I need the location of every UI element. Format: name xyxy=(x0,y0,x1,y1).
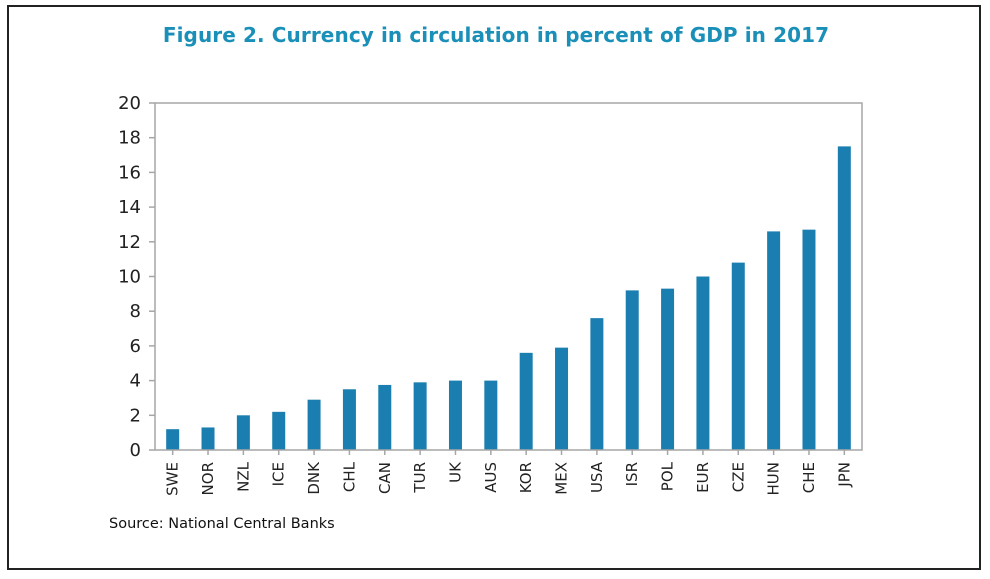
bar-cze xyxy=(731,262,745,450)
y-tick-label: 14 xyxy=(118,197,141,218)
y-tick-label: 10 xyxy=(118,267,141,288)
bar-nzl xyxy=(236,415,250,450)
chart-source: Source: National Central Banks xyxy=(109,516,335,532)
bar-uk xyxy=(448,380,462,450)
x-tick-label: CZE xyxy=(729,462,747,492)
x-tick-label: CHL xyxy=(340,461,358,492)
bar-swe xyxy=(166,429,180,450)
bar-aus xyxy=(484,380,498,450)
bar-che xyxy=(802,229,816,450)
x-tick-label: CHE xyxy=(800,462,818,493)
y-axis: 0 2 4 6 8 10 12 14 16 18 20 xyxy=(118,93,155,461)
bar-ice xyxy=(272,411,286,450)
y-tick-label: 8 xyxy=(130,301,141,322)
bar-isr xyxy=(625,290,639,450)
x-tick-label: USA xyxy=(588,461,606,493)
bar-chl xyxy=(342,389,356,450)
bar-can xyxy=(378,384,392,450)
x-tick-label: POL xyxy=(659,461,677,491)
x-tick-label: NZL xyxy=(234,461,252,491)
bar-usa xyxy=(590,318,604,450)
x-tick-label: UK xyxy=(446,461,464,483)
x-tick-label: JPN xyxy=(835,462,853,488)
bar-dnk xyxy=(307,399,321,450)
figure-frame: Figure 2. Currency in circulation in per… xyxy=(7,5,981,570)
y-tick-label: 0 xyxy=(130,440,141,461)
y-tick-label: 12 xyxy=(118,232,141,253)
x-tick-label: MEX xyxy=(553,462,571,495)
y-tick-label: 4 xyxy=(130,371,141,392)
bar-eur xyxy=(696,276,710,450)
x-tick-label: AUS xyxy=(482,462,500,493)
x-tick-label: ISR xyxy=(623,462,641,486)
bar-mex xyxy=(555,347,569,450)
y-tick-label: 18 xyxy=(118,128,141,149)
x-tick-label: NOR xyxy=(199,462,217,495)
plot-area-border xyxy=(154,102,863,451)
x-tick-label: ICE xyxy=(270,462,288,486)
bars xyxy=(166,146,851,450)
y-tick-label: 20 xyxy=(118,93,141,114)
x-tick-label: SWE xyxy=(164,462,182,496)
bar-kor xyxy=(519,352,533,450)
x-tick-label: CAN xyxy=(376,462,394,494)
x-tick-label: HUN xyxy=(765,462,783,495)
x-tick-label: TUR xyxy=(411,462,429,494)
x-tick-label: EUR xyxy=(694,462,712,493)
y-tick-label: 6 xyxy=(130,336,141,357)
bar-nor xyxy=(201,427,215,450)
bar-tur xyxy=(413,382,427,450)
x-axis: SWE NOR NZL ICE DNK CHL CAN TUR UK AUS KOR MEX USA IS… xyxy=(164,450,853,496)
y-tick-label: 2 xyxy=(130,405,141,426)
bar-jpn xyxy=(837,146,851,450)
y-tick-label: 16 xyxy=(118,162,141,183)
bar-hun xyxy=(767,231,781,450)
x-tick-label: KOR xyxy=(517,462,535,493)
bar-pol xyxy=(661,288,675,450)
chart-title: Figure 2. Currency in circulation in per… xyxy=(162,23,830,47)
x-tick-label: DNK xyxy=(305,461,323,495)
